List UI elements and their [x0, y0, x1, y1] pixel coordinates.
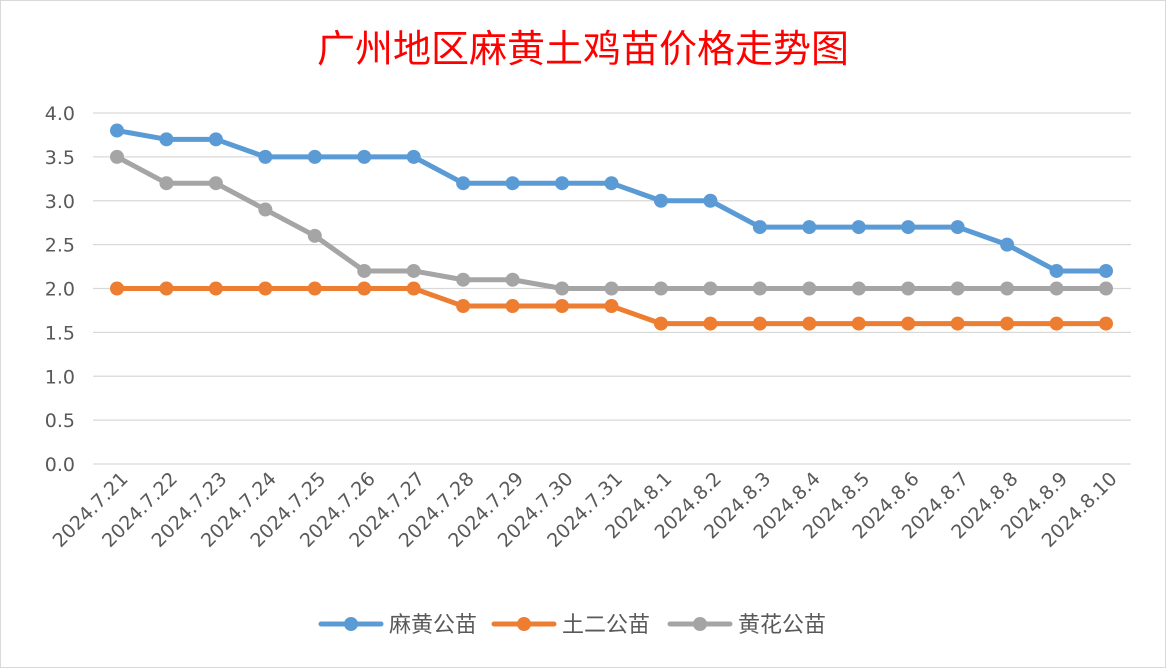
data-point [752, 316, 767, 331]
data-point [950, 316, 965, 331]
data-point [851, 220, 866, 235]
data-point [307, 281, 322, 296]
data-point [456, 299, 471, 314]
data-point [752, 220, 767, 235]
y-tick-label: 4.0 [45, 103, 75, 125]
legend: 麻黄公苗 土二公苗 黄花公苗 [318, 613, 826, 638]
series-2 [110, 281, 1113, 331]
data-point [1000, 316, 1015, 331]
legend-label: 土二公苗 [562, 613, 650, 638]
data-point [802, 316, 817, 331]
data-point [1099, 316, 1113, 331]
data-point [1049, 281, 1064, 296]
data-point [1099, 281, 1113, 296]
y-tick-label: 2.5 [45, 235, 75, 257]
data-point [653, 193, 668, 208]
legend-label: 麻黄公苗 [389, 613, 477, 638]
data-point [604, 176, 619, 191]
data-point [851, 316, 866, 331]
data-point [604, 299, 619, 314]
data-point [901, 316, 916, 331]
series-3 [110, 149, 1113, 296]
y-tick-label: 2.0 [45, 279, 75, 301]
y-axis-tick-labels: 0.0 0.5 1.0 1.5 2.0 2.5 3.0 3.5 4.0 [45, 103, 75, 476]
data-point [307, 228, 322, 243]
gridlines [93, 112, 1131, 465]
data-point [901, 281, 916, 296]
legend-item: 黄花公苗 [667, 613, 826, 638]
y-tick-label: 1.5 [45, 322, 75, 344]
legend-item: 土二公苗 [491, 613, 650, 638]
data-point [208, 176, 223, 191]
legend-swatch-marker [344, 617, 358, 631]
data-point [1049, 263, 1064, 278]
y-tick-label: 3.0 [45, 191, 75, 213]
data-point [802, 281, 817, 296]
y-tick-label: 0.0 [45, 454, 75, 476]
data-point [802, 220, 817, 235]
series-1 [110, 123, 1113, 278]
data-point [604, 281, 619, 296]
data-point [208, 132, 223, 147]
x-axis-tick-labels: 2024.7.212024.7.222024.7.232024.7.242024… [49, 468, 1122, 552]
data-point [653, 316, 668, 331]
legend-swatch-marker [693, 617, 707, 631]
data-point [456, 272, 471, 287]
data-point [505, 176, 520, 191]
y-tick-label: 0.5 [45, 410, 75, 432]
data-point [950, 281, 965, 296]
data-point [1000, 237, 1015, 252]
data-point [505, 272, 520, 287]
data-point [307, 149, 322, 164]
data-point [901, 220, 916, 235]
y-tick-label: 1.0 [45, 366, 75, 388]
data-point [208, 281, 223, 296]
data-point [357, 149, 372, 164]
data-point [456, 176, 471, 191]
data-point [752, 281, 767, 296]
y-tick-label: 3.5 [45, 147, 75, 169]
data-point [258, 202, 273, 217]
data-point [1099, 263, 1113, 278]
data-point [110, 123, 124, 138]
data-point [703, 193, 718, 208]
data-point [653, 281, 668, 296]
data-point [555, 299, 570, 314]
data-point [505, 299, 520, 314]
data-point [357, 263, 372, 278]
data-point [703, 316, 718, 331]
legend-item: 麻黄公苗 [318, 613, 477, 638]
legend-swatch-marker [517, 617, 531, 631]
data-point [159, 132, 174, 147]
data-point [159, 281, 174, 296]
data-point [703, 281, 718, 296]
data-point [159, 176, 174, 191]
data-point [555, 281, 570, 296]
data-point [851, 281, 866, 296]
data-point [555, 176, 570, 191]
data-point [1000, 281, 1015, 296]
data-point [1049, 316, 1064, 331]
data-point [258, 149, 273, 164]
legend-label: 黄花公苗 [738, 613, 826, 638]
data-point [258, 281, 273, 296]
data-point [110, 281, 124, 296]
series-group [110, 123, 1113, 331]
data-point [110, 149, 124, 164]
data-point [950, 220, 965, 235]
chart-title: 广州地区麻黄土鸡苗价格走势图 [317, 27, 849, 71]
data-point [406, 263, 421, 278]
data-point [406, 281, 421, 296]
data-point [406, 149, 421, 164]
data-point [357, 281, 372, 296]
